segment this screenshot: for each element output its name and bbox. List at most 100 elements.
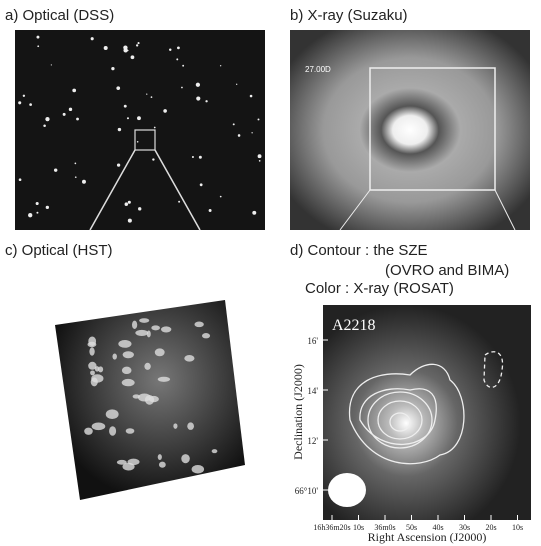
star: [137, 116, 141, 120]
star: [131, 55, 135, 59]
galaxy: [192, 465, 204, 474]
x-tick-label: 20s: [485, 523, 496, 532]
galaxy: [202, 333, 210, 338]
star: [75, 163, 77, 165]
y-tick-label: 66°10': [295, 486, 319, 496]
star: [209, 209, 212, 212]
star: [123, 45, 127, 49]
xray-image: [290, 30, 530, 230]
galaxy: [132, 321, 137, 329]
panel-label: a) Optical (DSS): [5, 7, 114, 24]
galaxy: [117, 460, 127, 465]
galaxy: [184, 355, 194, 362]
galaxy: [147, 331, 151, 338]
galaxy: [84, 428, 93, 435]
star: [46, 206, 49, 209]
galaxy: [123, 351, 134, 358]
star: [251, 132, 252, 133]
galaxy: [88, 336, 96, 346]
star: [220, 196, 222, 198]
star: [124, 105, 127, 108]
galaxy: [92, 423, 106, 431]
cluster-name: A2218: [332, 317, 376, 334]
star: [196, 96, 200, 100]
star: [76, 118, 79, 121]
galaxy: [173, 423, 177, 428]
star: [196, 83, 200, 87]
star: [238, 134, 241, 137]
star: [138, 207, 141, 210]
star: [136, 44, 138, 46]
galaxy: [118, 340, 131, 348]
y-tick-label: 14': [307, 386, 318, 396]
star: [82, 180, 86, 184]
star: [258, 154, 262, 158]
star: [205, 100, 207, 102]
panel-label: d) Contour : the SZE: [290, 242, 428, 259]
figure: a) Optical (DSS) b) X-ray (Suzaku) 27.00…: [0, 0, 541, 546]
star: [18, 101, 21, 104]
y-tick-label: 12': [307, 436, 318, 446]
panel-label: (OVRO and BIMA): [385, 262, 509, 279]
star: [91, 37, 94, 40]
galaxy: [151, 325, 160, 330]
star: [36, 36, 39, 39]
star: [51, 64, 52, 65]
star: [116, 86, 120, 90]
galaxy: [126, 428, 135, 434]
star: [23, 95, 25, 97]
star: [128, 201, 131, 204]
galaxy: [194, 322, 203, 328]
star: [72, 89, 76, 93]
annotation: 27.00D: [305, 65, 331, 74]
galaxy: [155, 348, 165, 356]
star: [176, 58, 178, 60]
star: [125, 202, 129, 206]
star: [146, 93, 147, 94]
star: [111, 67, 114, 70]
star: [259, 160, 261, 162]
star: [236, 84, 237, 85]
y-axis-label: Declination (J2000): [291, 364, 305, 460]
galaxy: [90, 370, 95, 375]
galaxy: [135, 330, 148, 336]
galaxy: [122, 379, 135, 386]
galaxy: [212, 449, 218, 453]
star: [54, 168, 57, 171]
star: [29, 103, 32, 106]
star: [118, 128, 121, 131]
x-tick-label: 40s: [432, 523, 443, 532]
star: [28, 213, 32, 217]
star: [192, 156, 194, 158]
galaxy: [158, 454, 162, 460]
star: [75, 176, 77, 178]
star: [127, 117, 129, 119]
star: [177, 46, 180, 49]
galaxy: [106, 409, 119, 419]
star: [200, 183, 203, 186]
star: [43, 124, 46, 127]
galaxy: [144, 363, 150, 370]
star: [199, 156, 202, 159]
star: [137, 42, 139, 44]
star: [250, 95, 253, 98]
star: [37, 45, 39, 47]
star: [151, 96, 153, 98]
star: [104, 46, 108, 50]
panel-label: c) Optical (HST): [5, 242, 113, 259]
panel-label: Color : X-ray (ROSAT): [305, 280, 454, 297]
star: [19, 178, 22, 181]
star: [163, 109, 167, 113]
star: [252, 211, 256, 215]
x-axis-label: Right Ascension (J2000): [368, 530, 487, 544]
x-tick-label: 36m0s: [374, 523, 395, 532]
star: [137, 141, 139, 143]
star: [181, 87, 183, 89]
star: [117, 163, 120, 166]
star: [69, 108, 72, 111]
star: [220, 65, 221, 66]
star: [154, 127, 156, 129]
galaxy: [181, 454, 189, 463]
star: [258, 118, 260, 120]
star: [45, 117, 49, 121]
